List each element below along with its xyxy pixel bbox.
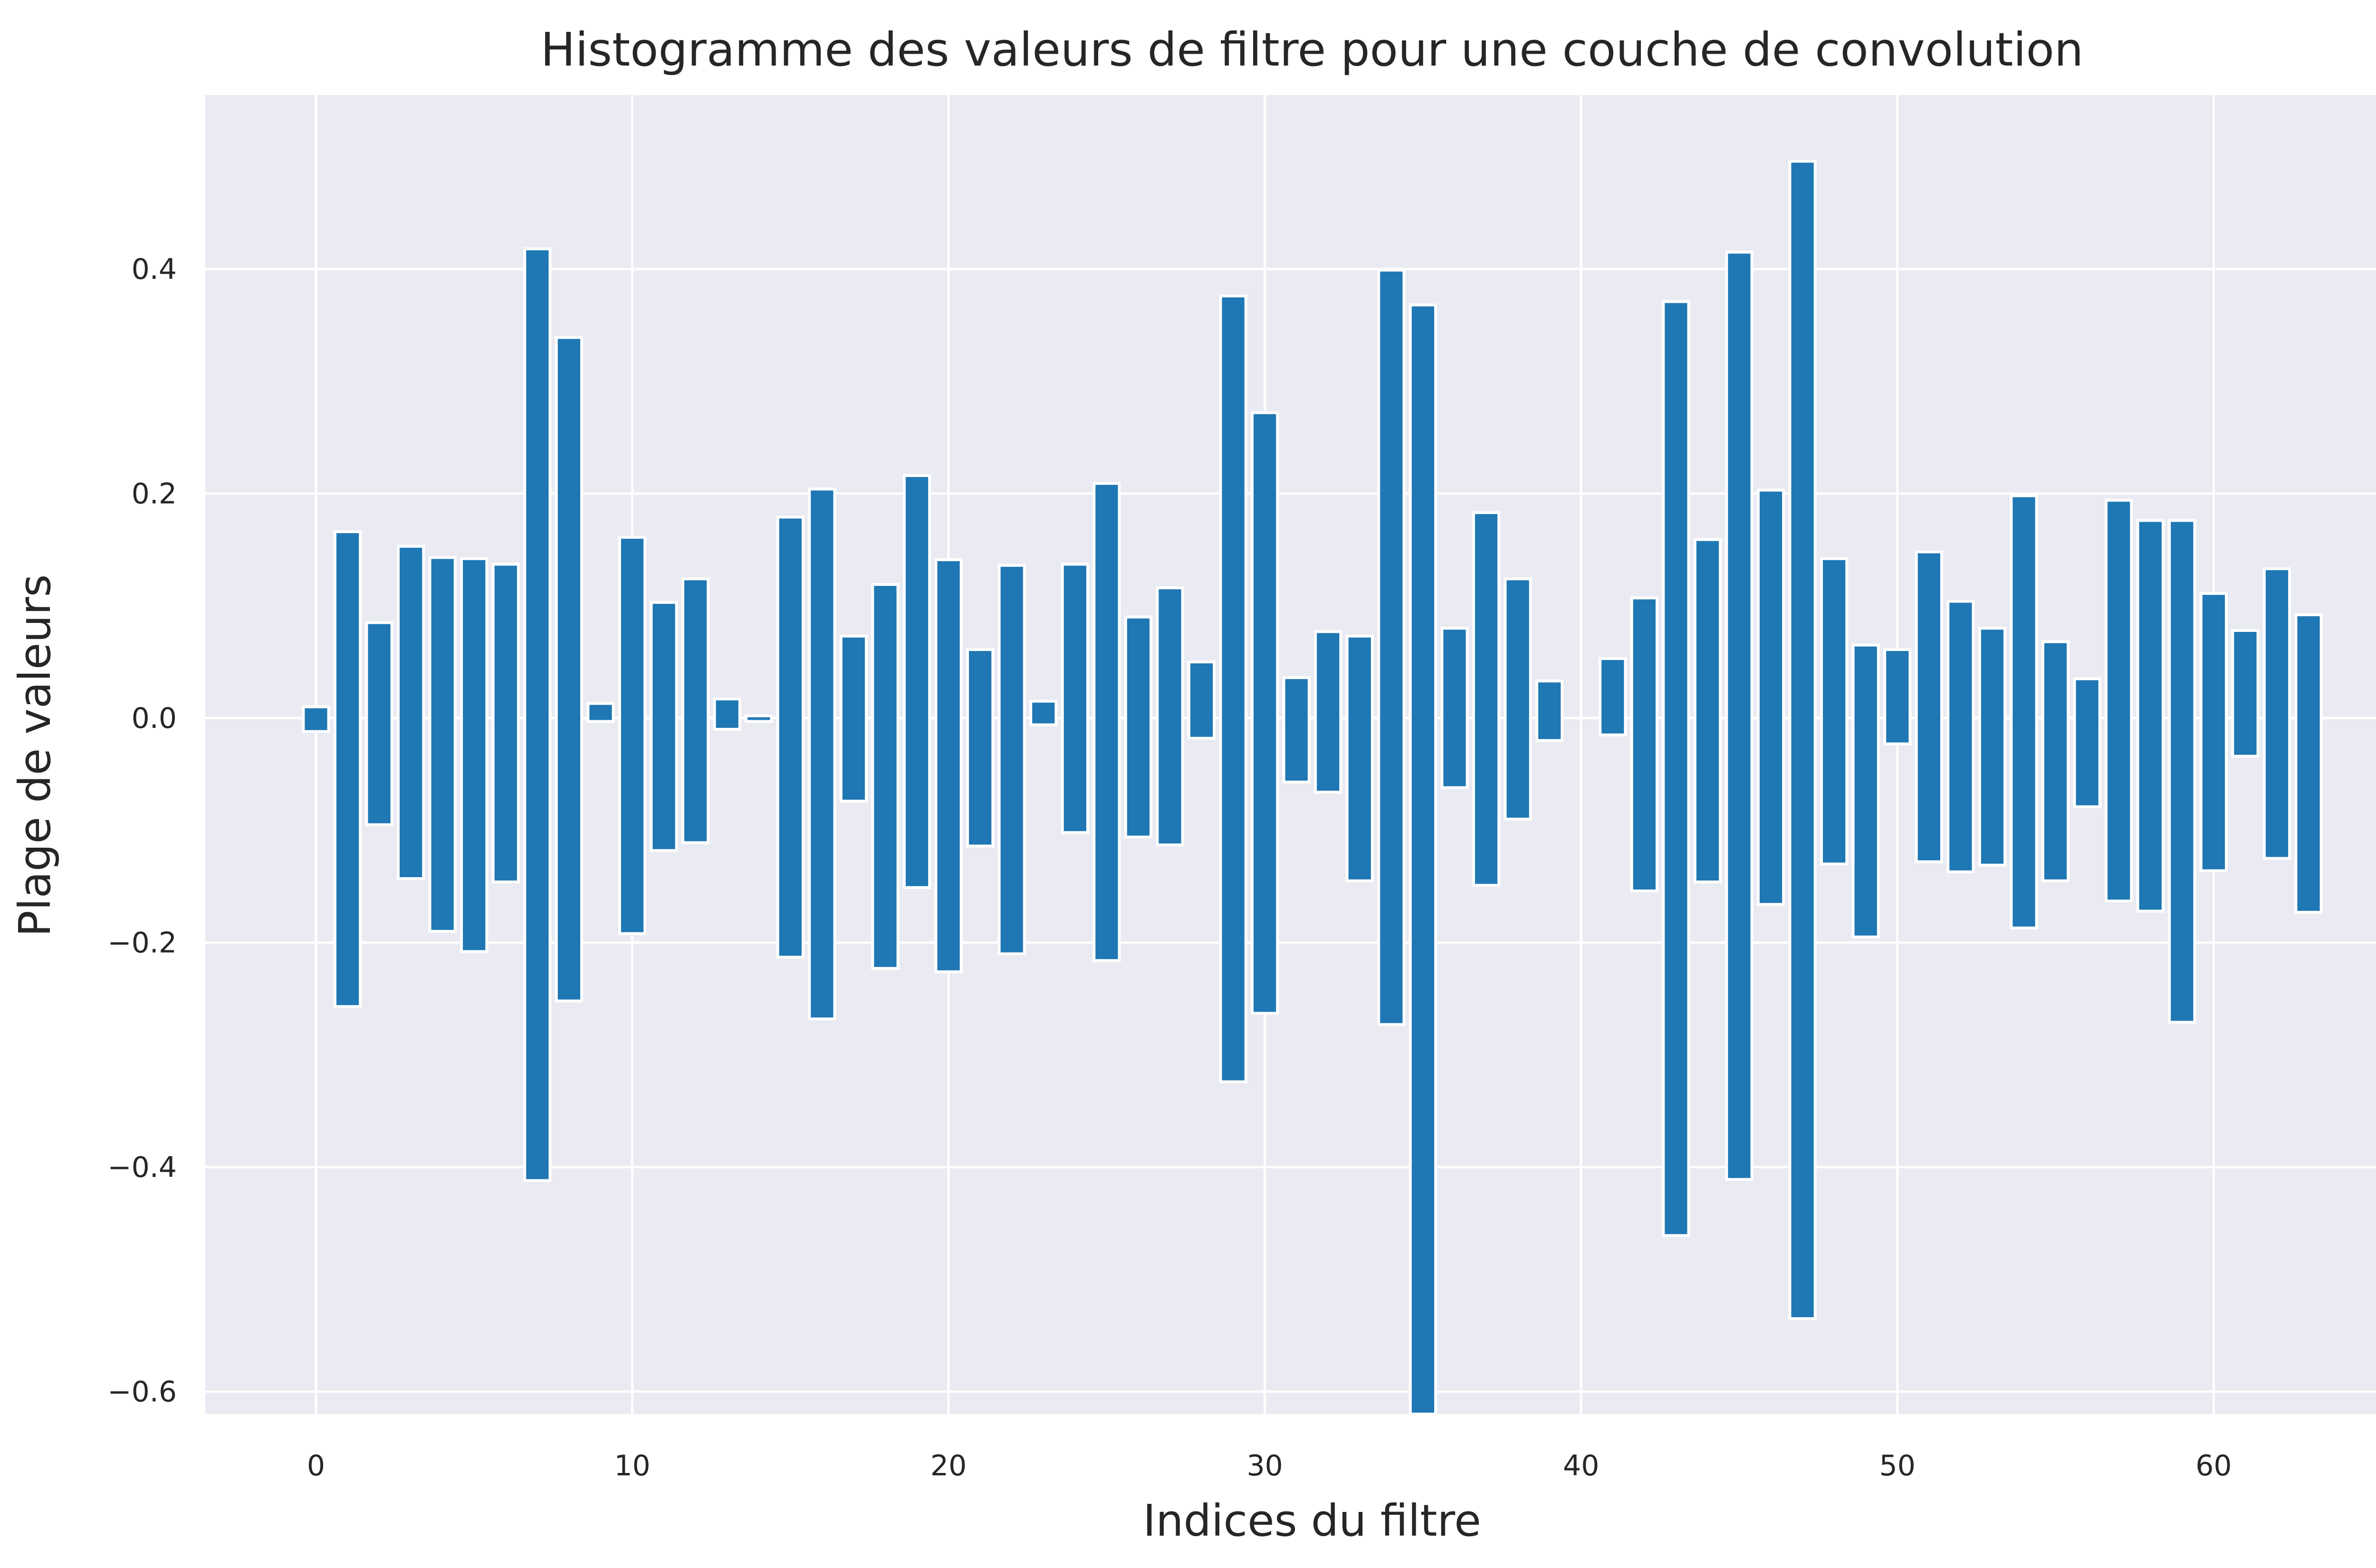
bar [839,634,868,803]
bar [1377,268,1406,1026]
bar [1314,630,1342,794]
bar [1156,586,1184,847]
bar [1408,303,1437,1416]
bar [1472,511,1501,887]
y-tick-label: −0.6 [107,1376,177,1409]
x-tick-label: 60 [2195,1449,2232,1482]
bar [2231,629,2260,758]
bar [1662,300,1690,1237]
bar [1092,482,1121,962]
bar [776,516,805,959]
bar [396,545,425,880]
bar [1282,676,1311,784]
bar [586,702,615,723]
bar [2294,613,2323,914]
bar [1219,294,1247,1083]
chart-title: Histogramme des valeurs de filtre pour u… [541,23,2084,76]
bar [808,488,836,1021]
bar [2010,494,2038,930]
bar [333,530,362,1008]
bar [1883,648,1912,746]
bar [1345,634,1374,882]
bar [1251,411,1279,1015]
x-axis-label: Indices du filtre [1143,1495,1481,1546]
bar [2105,498,2133,903]
y-tick-label: 0.0 [132,702,177,735]
y-tick-label: 0.2 [132,478,177,511]
y-tick-label: −0.2 [107,927,177,960]
bar [1599,657,1627,736]
bar [1440,627,1469,789]
bar [1978,627,2007,867]
bar [1187,660,1216,740]
bar [523,247,552,1182]
bar [1029,699,1058,727]
x-tick-label: 50 [1879,1449,1916,1482]
x-tick-label: 0 [307,1449,325,1482]
bar [2168,519,2196,1024]
y-tick-labels: −0.6 −0.4 −0.2 0.0 0.2 0.4 [107,253,177,1409]
y-axis-label: Plage de valeurs [10,574,60,937]
bar [491,563,520,884]
bar [1851,643,1880,938]
bar [365,621,393,826]
bar [555,336,584,1003]
bar [1124,615,1153,839]
bar [745,714,773,723]
bar [713,698,741,731]
bars [302,160,2323,1416]
bar [1693,538,1722,884]
bar [966,648,995,848]
bar [934,558,963,974]
bar [681,577,710,844]
bar [1915,550,1943,863]
x-tick-label: 10 [614,1449,650,1482]
y-tick-label: −0.4 [107,1151,177,1184]
bar [2262,567,2291,860]
x-tick-label: 30 [1246,1449,1283,1482]
bar [1630,596,1658,893]
x-tick-labels: 0 10 20 30 40 50 60 [307,1449,2232,1482]
bar [2073,677,2101,808]
bar [650,601,678,852]
bar [997,564,1026,956]
bar [1788,160,1817,1320]
bar [618,535,647,935]
bar [871,583,900,970]
bar [1061,563,1089,834]
y-tick-label: 0.4 [132,253,177,286]
bar [460,557,489,953]
bar [2136,519,2165,913]
bar [1535,679,1564,742]
x-tick-label: 20 [930,1449,967,1482]
bar [902,474,931,889]
x-tick-label: 40 [1563,1449,1599,1482]
bar [1946,600,1975,873]
bar [302,705,330,733]
bar [2041,640,2070,882]
bar [428,556,457,933]
bar [1725,250,1753,1181]
bar [1756,488,1785,906]
bar [1820,557,1849,866]
bar [2199,592,2228,872]
bar [1504,577,1532,821]
